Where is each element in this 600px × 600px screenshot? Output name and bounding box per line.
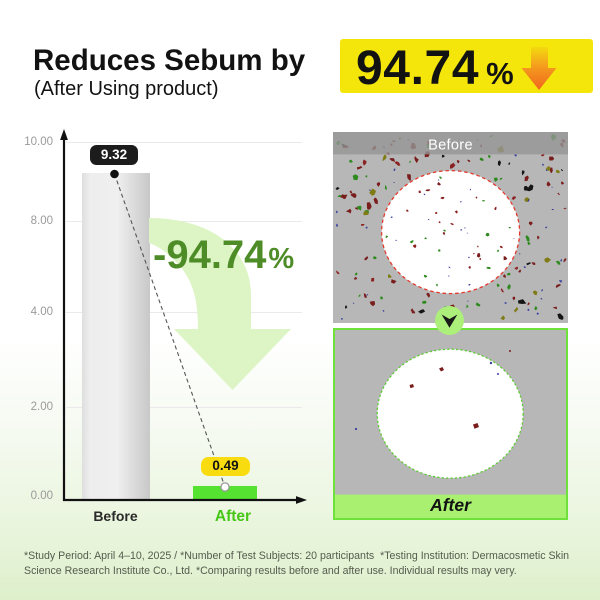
- svg-text:Before: Before: [428, 138, 473, 154]
- svg-text:After: After: [429, 495, 472, 515]
